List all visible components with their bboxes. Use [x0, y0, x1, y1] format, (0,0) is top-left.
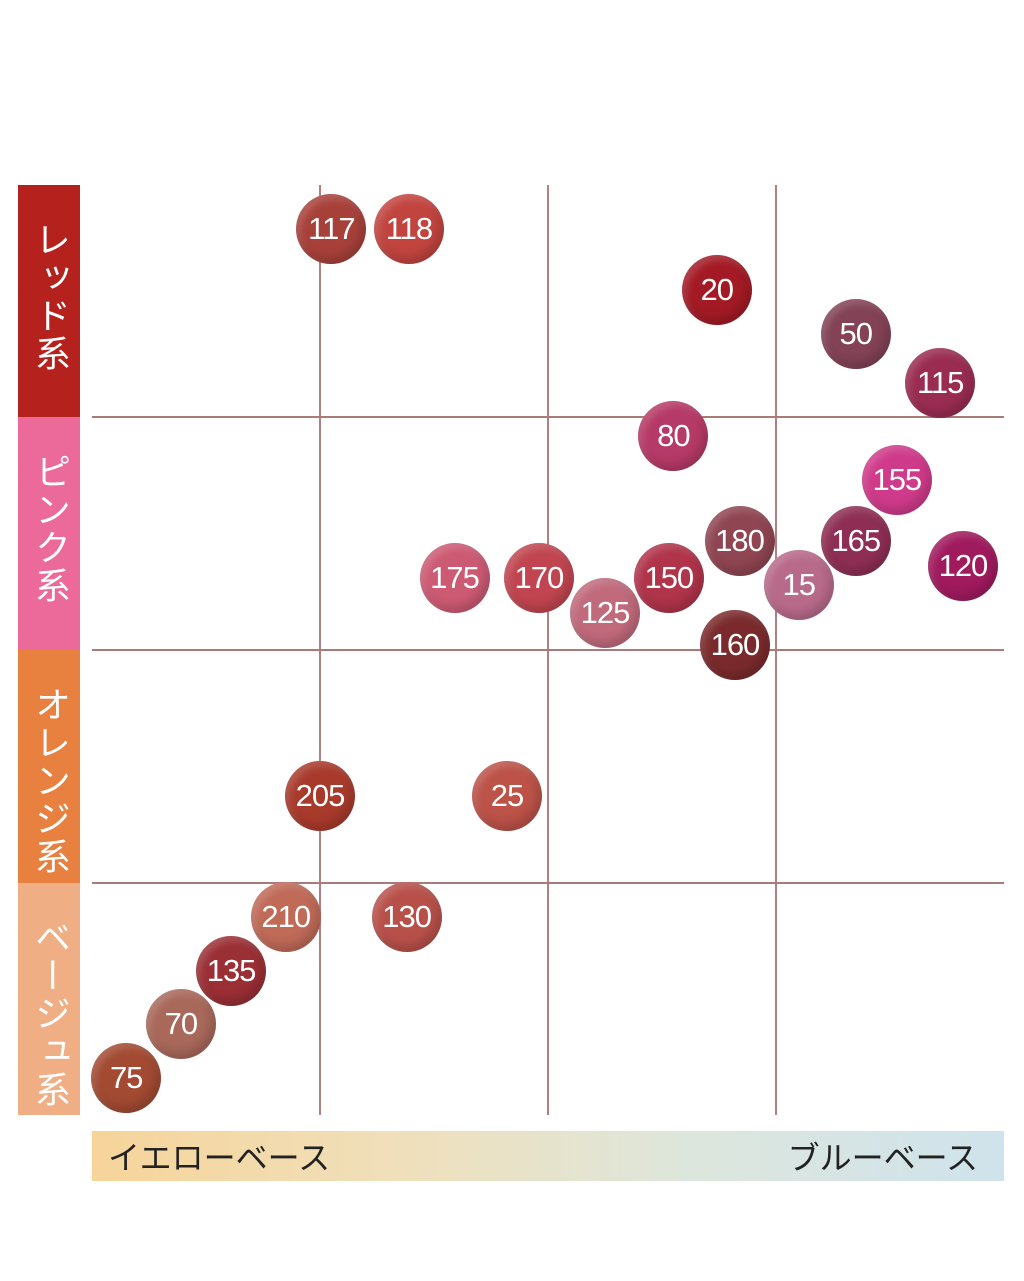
shade-point-155: 155 [861, 445, 932, 516]
grid-line-horizontal [92, 649, 1004, 651]
shade-point-130: 130 [371, 882, 442, 953]
shade-point-160: 160 [699, 610, 770, 681]
shade-point-20: 20 [681, 254, 752, 325]
category-label: オレンジ系 [29, 686, 70, 876]
shade-point-210: 210 [250, 882, 321, 953]
category-red: レッド系 [18, 185, 80, 417]
shade-point-118: 118 [373, 194, 444, 265]
shade-point-135: 135 [196, 935, 267, 1006]
shade-point-70: 70 [145, 989, 216, 1060]
x-axis-left-label: イエローベース [108, 1139, 331, 1177]
shade-point-125: 125 [570, 577, 640, 648]
shade-point-75: 75 [91, 1042, 162, 1113]
category-label: レッド系 [29, 221, 70, 373]
shade-point-25: 25 [471, 761, 542, 832]
category-beige: ベージュ系 [18, 883, 80, 1115]
category-label: ベージュ系 [29, 919, 70, 1109]
shade-point-165: 165 [820, 505, 891, 576]
shade-point-175: 175 [419, 542, 490, 613]
shade-point-80: 80 [638, 401, 709, 472]
category-pink: ピンク系 [18, 417, 80, 650]
grid-line-horizontal [92, 416, 1004, 418]
shade-point-180: 180 [704, 505, 775, 576]
shade-point-170: 170 [503, 542, 574, 613]
shade-point-15: 15 [763, 549, 834, 620]
plot-area: 117 118 20 50 115 80 155 180 165 120 175 170 150 15 12… [91, 185, 1004, 1115]
shade-point-120: 120 [927, 531, 998, 602]
x-axis-right-label: ブルーベース [787, 1139, 978, 1177]
shade-point-205: 205 [285, 761, 355, 832]
shade-point-50: 50 [820, 298, 891, 369]
shade-point-117: 117 [296, 194, 367, 265]
grid-line-horizontal [92, 882, 1004, 884]
category-orange: オレンジ系 [18, 650, 80, 883]
category-label: ピンク系 [29, 453, 70, 605]
shade-point-115: 115 [905, 347, 976, 418]
x-axis-bar: イエローベース ブルーベース [92, 1131, 1004, 1181]
shade-point-150: 150 [633, 542, 704, 613]
